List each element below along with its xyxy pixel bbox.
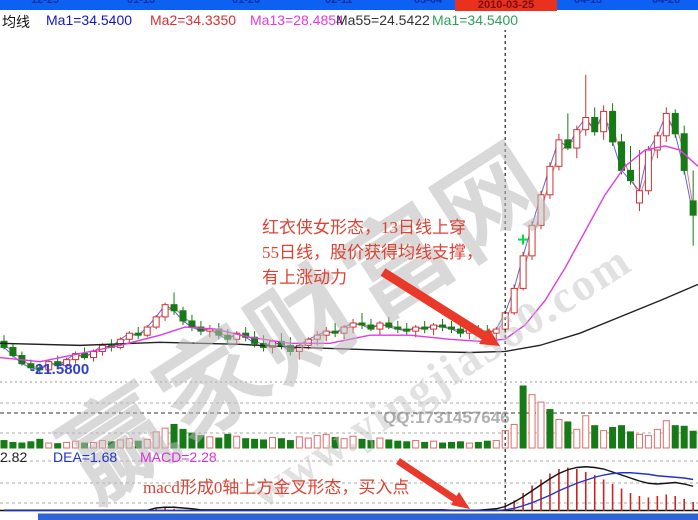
topbar-date: 03-04 xyxy=(414,0,443,6)
topbar-date: 04-13 xyxy=(574,0,603,6)
macd-values-row: 2.82 DEA=1.68 MACD=2.28 xyxy=(0,449,698,465)
macd-value: MACD=2.28 xyxy=(140,449,217,465)
topbar-date: 12-29 xyxy=(31,0,60,6)
pattern-annotation-line1: 红衣侠女形态，13日线上穿 xyxy=(262,218,466,237)
topbar-date: 02-11 xyxy=(325,0,353,6)
window-bottom-bar xyxy=(38,513,698,520)
macd-annotation: macd形成0轴上方金叉形态，买入点 xyxy=(143,478,410,497)
dif-value: 2.82 xyxy=(0,449,28,465)
ma-panel-title: 均线 xyxy=(2,14,30,30)
crosshair-date-badge: 2010-03-25 xyxy=(455,0,557,11)
pattern-annotation: 红衣侠女形态，13日线上穿 55日线，股价获得均线支撑， 有上涨动力 xyxy=(262,215,483,290)
ma1-value: Ma1=34.5400 xyxy=(46,12,133,28)
ma2-value: Ma2=34.3350 xyxy=(150,12,237,28)
pattern-annotation-line3: 有上涨动力 xyxy=(262,268,347,287)
topbar-date: 01-26 xyxy=(232,0,261,6)
low-price-label: -21.5800 xyxy=(30,361,90,378)
topbar-date: 01-13 xyxy=(127,0,156,6)
pattern-annotation-line2: 55日线，股价获得均线支撑， xyxy=(262,243,483,262)
ma1-green-value: Ma1=34.5400 xyxy=(432,12,519,28)
date-axis-bar: 12-29 01-13 01-26 02-11 03-04 04-13 04-26 xyxy=(0,0,698,10)
ma55-value: Ma55=24.5422 xyxy=(336,12,430,28)
ma-values-row: 均线 Ma1=34.5400 Ma2=34.3350 Ma13=28.4854 … xyxy=(0,11,698,30)
ma13-value: Ma13=28.4854 xyxy=(250,12,344,28)
dea-value: DEA=1.68 xyxy=(53,449,118,465)
topbar-date: 04-26 xyxy=(652,0,681,6)
